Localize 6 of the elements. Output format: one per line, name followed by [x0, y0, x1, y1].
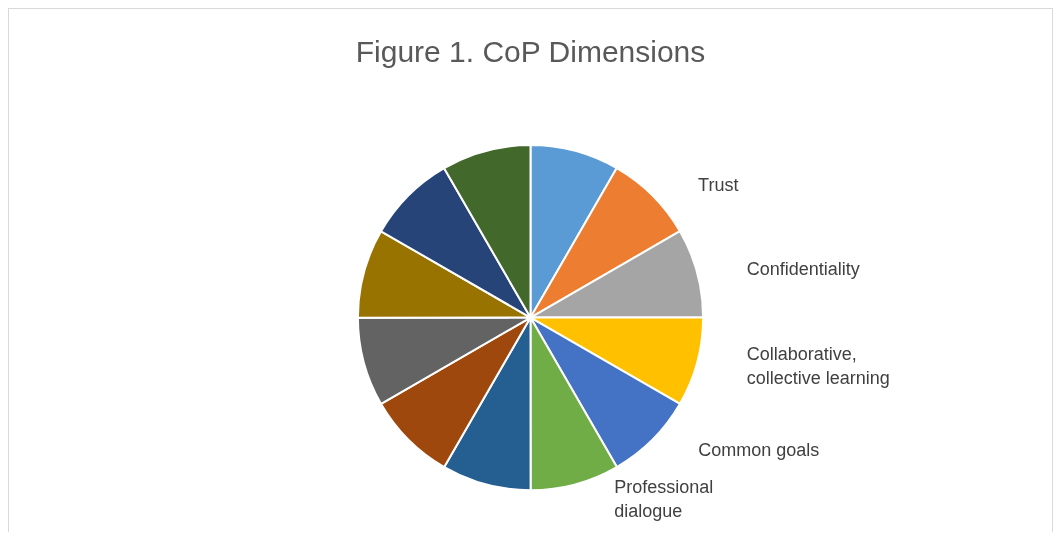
- slice-label: Confidentiality: [746, 258, 860, 279]
- slice-label: Professional dialogue: [614, 476, 719, 521]
- slice-label: Collaborative, collective learning: [746, 344, 890, 389]
- slice-label: Trust: [698, 174, 739, 195]
- chart-title: Figure 1. CoP Dimensions: [355, 34, 706, 68]
- slice-label: Common goals: [698, 440, 820, 461]
